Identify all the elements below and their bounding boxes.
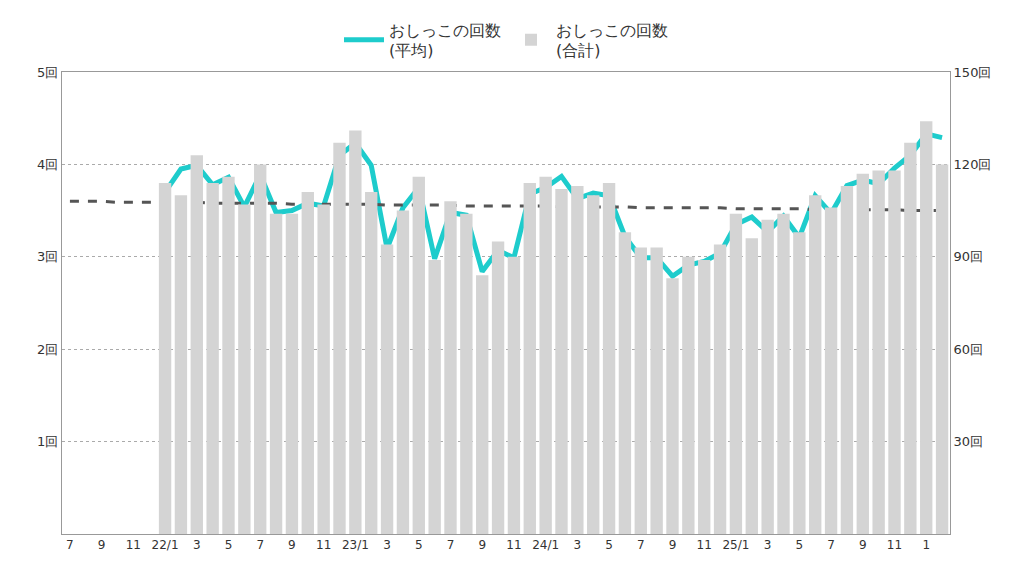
svg-text:150回: 150回 <box>954 65 992 80</box>
svg-text:60回: 60回 <box>954 342 984 357</box>
svg-text:11: 11 <box>316 538 331 552</box>
svg-text:3: 3 <box>574 538 582 552</box>
svg-text:3: 3 <box>764 538 772 552</box>
svg-text:5回: 5回 <box>37 65 58 80</box>
svg-text:25/1: 25/1 <box>722 538 749 552</box>
svg-text:30回: 30回 <box>954 434 984 449</box>
svg-text:おしっこの回数(合計): おしっこの回数(合計) <box>556 21 668 61</box>
svg-text:9: 9 <box>98 538 106 552</box>
svg-text:2回: 2回 <box>37 342 58 357</box>
svg-text:90回: 90回 <box>954 249 984 264</box>
svg-text:23/1: 23/1 <box>342 538 369 552</box>
svg-text:5: 5 <box>605 538 613 552</box>
svg-text:3回: 3回 <box>37 249 58 264</box>
svg-text:9: 9 <box>478 538 486 552</box>
svg-text:22/1: 22/1 <box>152 538 179 552</box>
svg-text:1回: 1回 <box>37 434 58 449</box>
svg-text:11: 11 <box>506 538 521 552</box>
svg-text:おしっこの回数(平均): おしっこの回数(平均) <box>389 21 501 61</box>
svg-text:9: 9 <box>669 538 677 552</box>
svg-text:3: 3 <box>193 538 201 552</box>
svg-text:4回: 4回 <box>37 157 58 172</box>
svg-text:11: 11 <box>126 538 141 552</box>
svg-text:5: 5 <box>796 538 804 552</box>
svg-text:1: 1 <box>922 538 930 552</box>
svg-text:7: 7 <box>66 538 74 552</box>
svg-text:9: 9 <box>288 538 296 552</box>
svg-text:5: 5 <box>225 538 233 552</box>
svg-text:120回: 120回 <box>954 157 992 172</box>
svg-text:5: 5 <box>415 538 423 552</box>
svg-text:11: 11 <box>887 538 902 552</box>
svg-text:7: 7 <box>637 538 645 552</box>
svg-text:24/1: 24/1 <box>532 538 559 552</box>
svg-text:3: 3 <box>383 538 391 552</box>
svg-text:7: 7 <box>256 538 264 552</box>
svg-text:7: 7 <box>827 538 835 552</box>
svg-text:11: 11 <box>697 538 712 552</box>
svg-text:7: 7 <box>447 538 455 552</box>
svg-text:9: 9 <box>859 538 867 552</box>
